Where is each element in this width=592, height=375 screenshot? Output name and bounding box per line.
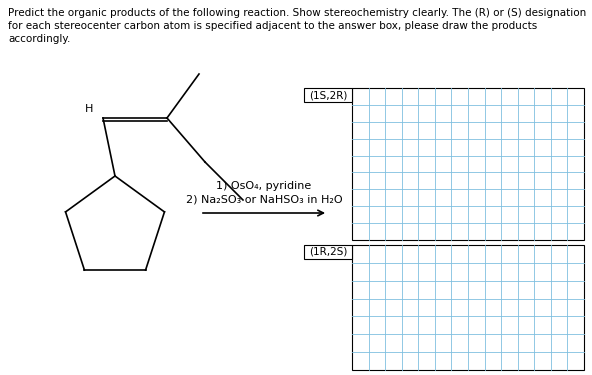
- Text: 1) OsO₄, pyridine: 1) OsO₄, pyridine: [216, 181, 311, 191]
- Bar: [352, 245, 584, 370]
- Text: (1S,2R): (1S,2R): [309, 90, 347, 100]
- Text: 2) Na₂SO₃ or NaHSO₃ in H₂O: 2) Na₂SO₃ or NaHSO₃ in H₂O: [186, 195, 342, 205]
- Bar: [304, 245, 352, 259]
- Text: H: H: [85, 104, 93, 114]
- Text: (1R,2S): (1R,2S): [309, 247, 347, 257]
- Bar: [304, 88, 352, 102]
- Text: Predict the organic products of the following reaction. Show stereochemistry cle: Predict the organic products of the foll…: [8, 8, 586, 44]
- Bar: [352, 88, 584, 240]
